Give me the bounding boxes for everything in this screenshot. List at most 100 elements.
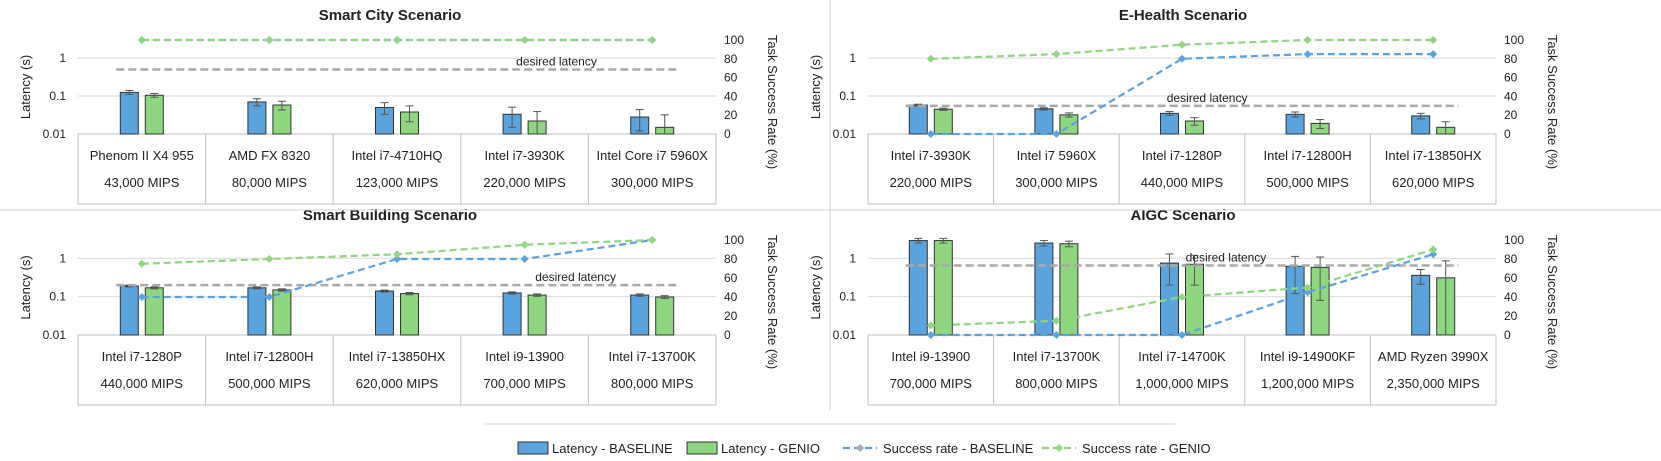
y2-tick-label: 80 bbox=[1504, 52, 1518, 66]
y-tick-label: 0.1 bbox=[49, 89, 66, 103]
y-tick-label: 0.1 bbox=[49, 290, 66, 304]
desired-latency-label: desired latency bbox=[535, 270, 616, 284]
y2-tick-label: 40 bbox=[1504, 89, 1518, 103]
x-mips-label: 2,350,000 MIPS bbox=[1387, 376, 1481, 391]
point-success-genio bbox=[393, 250, 401, 259]
x-mips-label: 220,000 MIPS bbox=[483, 175, 566, 190]
bar-latency-baseline bbox=[1160, 112, 1179, 135]
y2-tick-label: 40 bbox=[724, 290, 738, 304]
x-category-label: Intel i7-1280P bbox=[1142, 148, 1222, 163]
point-success-genio bbox=[1052, 316, 1061, 325]
legend-swatch-marker bbox=[1055, 444, 1063, 452]
x-category-label: Intel i9-14900KF bbox=[1260, 349, 1355, 364]
point-success-baseline bbox=[926, 130, 935, 138]
legend-label: Latency - BASELINE bbox=[552, 441, 673, 456]
x-mips-label: 620,000 MIPS bbox=[356, 376, 439, 391]
y-tick-label: 1 bbox=[849, 51, 856, 65]
y2-tick-label: 20 bbox=[724, 309, 738, 323]
bar-latency-genio bbox=[933, 240, 953, 336]
chart-title: E-Health Scenario bbox=[1119, 7, 1247, 24]
x-mips-label: 800,000 MIPS bbox=[1015, 376, 1098, 391]
y-tick-label: 0.1 bbox=[839, 290, 856, 304]
legend-swatch-bar bbox=[686, 441, 718, 455]
bar-latency-baseline bbox=[1034, 108, 1054, 135]
y-tick-label: 1 bbox=[59, 251, 66, 265]
x-category-label: Intel i7-14700K bbox=[1138, 349, 1226, 364]
point-success-genio bbox=[1429, 245, 1438, 254]
x-mips-label: 1,200,000 MIPS bbox=[1261, 376, 1355, 391]
bar-latency-genio bbox=[400, 293, 419, 336]
x-category-label: AMD Ryzen 3990X bbox=[1378, 349, 1489, 364]
chart-panel-1: Smart City Scenario 0.01 0.1 1 0 20 40 60 80 100 L… bbox=[18, 7, 780, 205]
legend-label: Success rate - BASELINE bbox=[883, 441, 1034, 456]
y2-tick-label: 100 bbox=[724, 33, 744, 47]
y-tick-label: 1 bbox=[59, 51, 66, 65]
point-success-genio bbox=[520, 240, 529, 249]
line-success-genio bbox=[930, 248, 1434, 327]
y2-tick-label: 0 bbox=[1504, 328, 1511, 342]
chart-panels: Smart City Scenario 0.01 0.1 1 0 20 40 60 80 100 L… bbox=[0, 0, 1661, 410]
y2-tick-label: 80 bbox=[1504, 252, 1518, 266]
x-category-label: Intel i7-3930K bbox=[891, 148, 972, 163]
x-category-label: Intel i9-13900 bbox=[485, 349, 564, 364]
x-mips-label: 1,000,000 MIPS bbox=[1135, 376, 1229, 391]
x-mips-label: 700,000 MIPS bbox=[483, 376, 566, 391]
x-category-label: AMD FX 8320 bbox=[229, 148, 311, 163]
bar-latency-genio bbox=[1059, 243, 1079, 336]
point-success-baseline bbox=[1429, 250, 1438, 259]
x-category-label: Intel i7-4710HQ bbox=[351, 148, 442, 163]
y-axis-label: Latency (s) bbox=[808, 55, 823, 119]
x-mips-label: 80,000 MIPS bbox=[232, 175, 307, 190]
x-mips-label: 500,000 MIPS bbox=[1266, 175, 1349, 190]
x-mips-label: 620,000 MIPS bbox=[1392, 175, 1475, 190]
point-success-genio bbox=[648, 236, 657, 244]
point-success-genio bbox=[1178, 40, 1186, 49]
y-tick-label: 1 bbox=[849, 251, 856, 265]
bar-latency-genio bbox=[144, 287, 164, 336]
x-mips-label: 43,000 MIPS bbox=[104, 175, 179, 190]
bar-latency-baseline bbox=[908, 104, 928, 135]
y2-tick-label: 20 bbox=[1504, 309, 1518, 323]
point-success-genio bbox=[1178, 293, 1186, 301]
y2-axis-label: Task Success Rate (%) bbox=[1545, 235, 1560, 369]
y-axis-label: Latency (s) bbox=[808, 255, 823, 319]
point-success-genio bbox=[393, 36, 401, 44]
line-success-baseline bbox=[930, 253, 1434, 337]
y2-tick-label: 60 bbox=[724, 271, 738, 285]
bar-latency-baseline bbox=[247, 287, 267, 336]
point-success-genio bbox=[137, 259, 146, 268]
x-mips-label: 220,000 MIPS bbox=[890, 175, 973, 190]
legend-swatch-marker bbox=[856, 444, 864, 452]
point-success-baseline bbox=[1178, 54, 1186, 63]
desired-latency-label: desired latency bbox=[516, 55, 597, 69]
point-success-genio bbox=[926, 54, 935, 63]
chart-title: Smart City Scenario bbox=[319, 7, 462, 24]
point-success-genio bbox=[1303, 283, 1312, 292]
bar-latency-baseline bbox=[375, 290, 394, 336]
x-mips-label: 700,000 MIPS bbox=[890, 376, 973, 391]
point-success-baseline bbox=[1052, 331, 1061, 339]
y-axis-label: Latency (s) bbox=[18, 255, 33, 319]
point-success-genio bbox=[926, 321, 935, 330]
x-category-label: Intel i9-13900 bbox=[891, 349, 970, 364]
y-tick-label: 0.01 bbox=[833, 127, 857, 141]
point-success-genio bbox=[648, 36, 657, 44]
x-mips-label: 800,000 MIPS bbox=[611, 376, 694, 391]
y2-tick-label: 40 bbox=[1504, 290, 1518, 304]
point-success-baseline bbox=[1303, 288, 1312, 297]
desired-latency-label: desired latency bbox=[1186, 250, 1267, 264]
bar-latency-baseline bbox=[119, 285, 139, 336]
x-category-label: Intel i7-1280P bbox=[102, 349, 182, 364]
point-success-genio bbox=[265, 255, 274, 263]
point-success-baseline bbox=[1429, 50, 1438, 59]
y2-tick-label: 100 bbox=[724, 233, 744, 247]
y-tick-label: 0.01 bbox=[43, 127, 67, 141]
point-success-baseline bbox=[1303, 50, 1312, 59]
x-mips-label: 440,000 MIPS bbox=[101, 376, 184, 391]
point-success-genio bbox=[265, 36, 274, 44]
y2-tick-label: 0 bbox=[1504, 127, 1511, 141]
x-category-label: Intel i7-13850HX bbox=[349, 349, 446, 364]
x-mips-label: 300,000 MIPS bbox=[611, 175, 694, 190]
chart-panel-2: E-Health Scenario 0.01 0.1 1 0 20 40 60 80 100 Lat… bbox=[808, 7, 1560, 205]
x-mips-label: 440,000 MIPS bbox=[1141, 175, 1224, 190]
